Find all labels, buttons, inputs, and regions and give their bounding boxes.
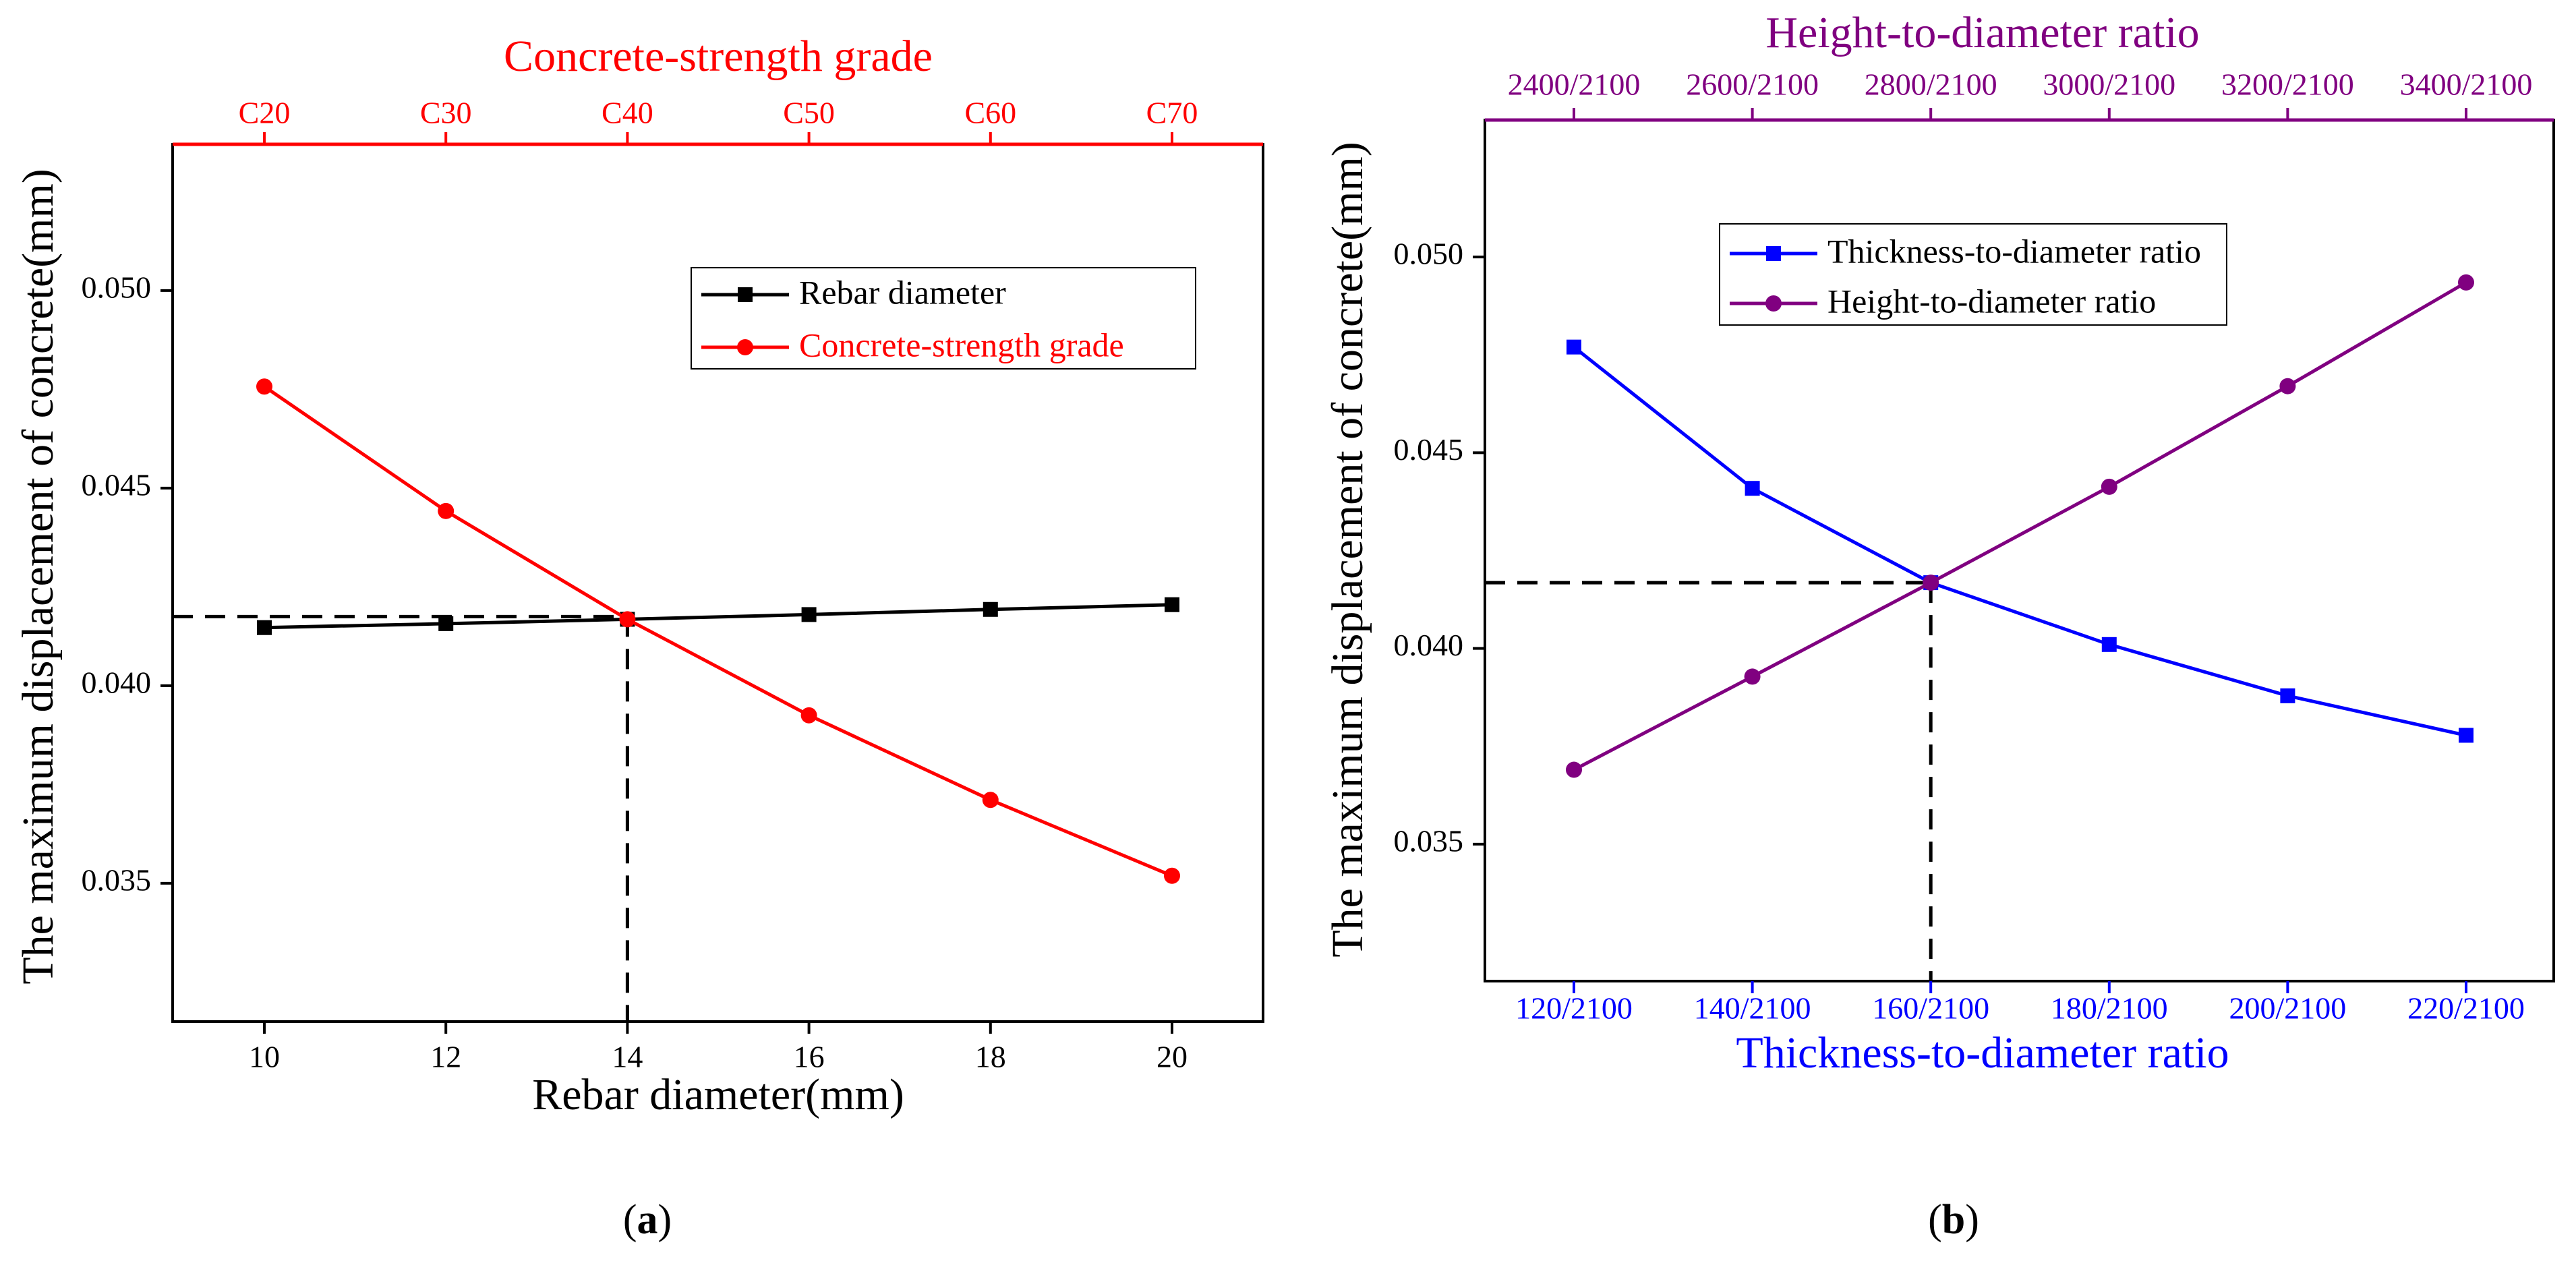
legend-label-thickness-to-diameter: Thickness-to-diameter ratio [1827,232,2201,270]
panel-b-legend-box [1719,223,2227,326]
panel-b-x-axis-title: Thickness-to-diameter ratio [1736,1028,2229,1078]
panel-b-top-axis: 2400/2100 2600/2100 2800/2100 3000/2100 … [1508,67,2533,120]
panel-b-label: (b) [1928,1197,1979,1243]
panel-b-top-tick-label: 2600/2100 [1686,67,1819,102]
panel-b-label-close: ) [1965,1197,1979,1243]
panel-a-x-axis-title: Rebar diameter(mm) [532,1070,904,1119]
panel-b-legend: Thickness-to-diameter ratio Height-to-di… [1719,223,2227,326]
series-marker-concrete-strength-grade [256,378,272,395]
panel-a-series-concrete-strength-grade [256,378,1180,884]
panel-b-x-axis: 120/2100 140/2100 160/2100 180/2100 200/… [1515,981,2525,1026]
series-marker-rebar-diameter [801,607,817,622]
panel-a-y-axis: 0.035 0.040 0.045 0.050 [82,270,173,897]
legend-label-concrete-strength-grade: Concrete-strength grade [799,326,1124,363]
legend-marker-height-to-diameter [1765,295,1782,312]
panel-b-x-tick-label: 160/2100 [1872,991,1989,1026]
panel-b-y-axis: 0.035 0.040 0.045 0.050 [1394,237,1485,858]
panel-a-series-rebar-diameter [257,597,1179,635]
series-marker-thickness-to-diameter [2280,688,2295,703]
panel-b-top-axis-title: Height-to-diameter ratio [1765,8,2199,57]
panel-a-label-open: ( [623,1197,637,1243]
series-marker-thickness-to-diameter [1745,481,1760,496]
series-marker-height-to-diameter [2101,478,2117,495]
panel-b-top-tick-label: 3400/2100 [2400,67,2533,102]
series-marker-concrete-strength-grade [619,611,636,628]
panel-a-top-tick-label: C20 [239,96,291,130]
series-marker-rebar-diameter [438,616,454,631]
panel-b-x-tick-label: 220/2100 [2407,991,2525,1026]
panel-b-y-tick-label: 0.050 [1394,237,1464,271]
panel-a-top-tick-label: C60 [964,96,1016,130]
series-marker-rebar-diameter [1165,597,1179,612]
panel-a-top-axis: C20 C30 C40 C50 C60 C70 [239,96,1198,144]
panel-b-top-tick-label: 2400/2100 [1508,67,1641,102]
series-marker-thickness-to-diameter [2101,637,2117,652]
panel-a-chart: 0.035 0.040 0.045 0.050 10 12 14 16 18 2… [13,32,1264,1243]
series-line-rebar-diameter [264,603,1173,630]
panel-a-x-tick-label: 10 [249,1040,280,1074]
panel-a-y-axis-title: The maximum displacement of concrete(mm) [13,169,63,984]
panel-a-top-tick-label: C50 [783,96,835,130]
panel-b-top-tick-label: 2800/2100 [1865,67,1997,102]
panel-a-top-tick-label: C30 [420,96,472,130]
series-marker-concrete-strength-grade [800,707,817,724]
panel-b-y-tick-label: 0.045 [1394,432,1464,467]
panel-b-y-tick-label: 0.035 [1394,823,1464,858]
series-marker-concrete-strength-grade [1164,867,1180,884]
panel-b-label-open: ( [1928,1197,1942,1243]
panel-b-y-tick-label: 0.040 [1394,628,1464,662]
series-marker-concrete-strength-grade [982,792,999,808]
panel-a-label-letter: a [637,1197,658,1243]
series-marker-height-to-diameter [2279,378,2296,394]
panel-b-x-tick-label: 120/2100 [1515,991,1633,1026]
panel-a-y-tick-label: 0.040 [82,665,152,699]
series-line-thickness-to-diameter [1573,345,2467,737]
panel-b-series-thickness-to-diameter [1567,339,2473,743]
panel-a-label-close: ) [658,1197,672,1243]
series-marker-height-to-diameter [1744,668,1761,685]
legend-marker-rebar-diameter [738,287,753,302]
series-marker-thickness-to-diameter [2459,728,2473,743]
panel-b-chart: 0.035 0.040 0.045 0.050 120/2100 140/210… [1323,8,2555,1243]
series-marker-concrete-strength-grade [438,502,455,519]
panel-a-top-tick-label: C70 [1146,96,1198,130]
legend-marker-thickness-to-diameter [1766,246,1781,261]
series-marker-height-to-diameter [2458,274,2474,291]
panel-b-x-tick-label: 180/2100 [2051,991,2168,1026]
panel-a-x-tick-label: 14 [612,1040,643,1074]
panel-b-label-letter: b [1942,1197,1965,1243]
panel-a-y-tick-label: 0.045 [82,467,152,502]
legend-label-rebar-diameter: Rebar diameter [799,273,1006,311]
panel-b-top-tick-label: 3000/2100 [2043,67,2175,102]
panel-b-y-axis-title: The maximum displacement of concrete(mm) [1323,142,1372,958]
series-marker-thickness-to-diameter [1567,339,1581,355]
series-marker-rebar-diameter [983,601,998,617]
panel-a-x-axis: 10 12 14 16 18 20 [249,1022,1188,1074]
panel-a-legend-box [691,267,1196,370]
panel-a-top-axis-title: Concrete-strength grade [504,32,933,81]
series-line-concrete-strength-grade [263,385,1173,878]
series-marker-height-to-diameter [1566,761,1582,778]
panel-b-top-tick-label: 3200/2100 [2221,67,2354,102]
panel-b-x-tick-label: 200/2100 [2229,991,2347,1026]
series-marker-rebar-diameter [257,620,272,635]
series-line-height-to-diameter [1573,281,2467,771]
panel-a-x-tick-label: 20 [1157,1040,1188,1074]
panel-a-x-tick-label: 16 [794,1040,825,1074]
panel-b-x-tick-label: 140/2100 [1694,991,1811,1026]
panel-a-x-tick-label: 12 [430,1040,461,1074]
panel-a-x-tick-label: 18 [975,1040,1006,1074]
panel-a-legend: Rebar diameter Concrete-strength grade [691,267,1196,370]
legend-label-height-to-diameter: Height-to-diameter ratio [1827,282,2156,320]
panel-b-series-height-to-diameter [1566,274,2474,778]
panel-a-y-tick-label: 0.050 [82,270,152,304]
panel-a-label: (a) [623,1197,672,1243]
panel-a-top-tick-label: C40 [602,96,653,130]
series-marker-height-to-diameter [1923,575,1939,591]
legend-marker-concrete-strength-grade [737,339,753,355]
panel-a-y-tick-label: 0.035 [82,862,152,897]
